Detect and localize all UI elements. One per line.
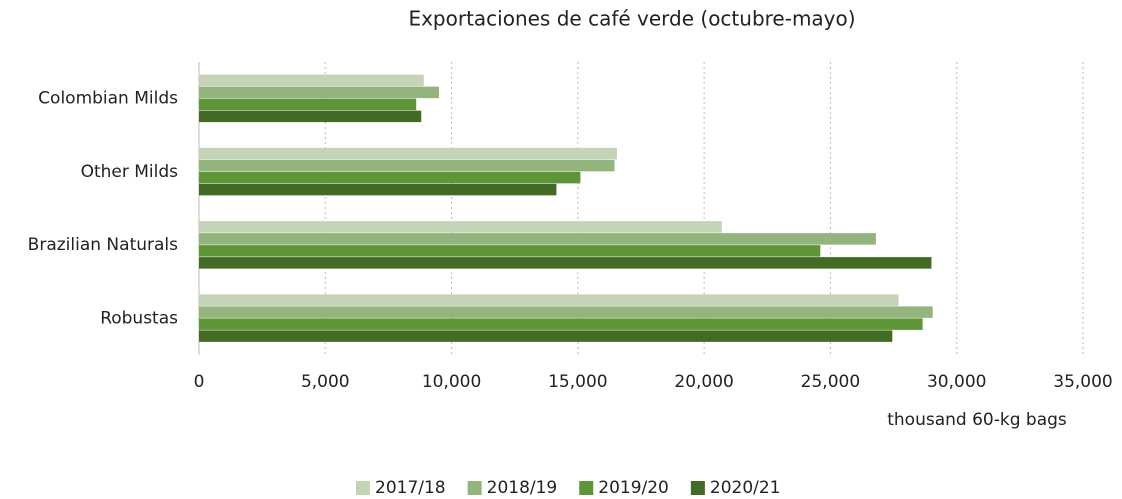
bar bbox=[199, 86, 439, 99]
y-tick-label: Robustas bbox=[100, 308, 178, 328]
legend-swatch bbox=[467, 481, 482, 495]
legend-swatch bbox=[579, 481, 594, 495]
bar bbox=[199, 183, 557, 196]
bar bbox=[199, 159, 615, 172]
x-axis-label: thousand 60-kg bags bbox=[887, 410, 1067, 430]
bar bbox=[199, 245, 821, 257]
x-tick-label: 30,000 bbox=[927, 372, 986, 392]
legend-label: 2017/18 bbox=[375, 478, 446, 498]
legend-swatch bbox=[690, 481, 705, 495]
bar bbox=[199, 221, 722, 233]
bar bbox=[199, 306, 933, 318]
x-tick-label: 35,000 bbox=[1053, 372, 1112, 392]
x-tick-label: 15,000 bbox=[548, 372, 607, 392]
legend-swatch bbox=[356, 481, 370, 495]
bar bbox=[199, 147, 618, 160]
chart-title: Exportaciones de café verde (octubre-may… bbox=[408, 7, 855, 31]
bar bbox=[199, 330, 893, 342]
x-tick-label: 20,000 bbox=[674, 372, 733, 392]
legend-label: 2018/19 bbox=[487, 478, 558, 498]
legend-label: 2019/20 bbox=[598, 478, 669, 498]
y-tick-label: Other Milds bbox=[81, 162, 179, 182]
bar bbox=[199, 171, 581, 184]
x-tick-label: 10,000 bbox=[422, 372, 481, 392]
bar bbox=[199, 233, 876, 245]
x-tick-label: 0 bbox=[194, 372, 205, 392]
x-tick-label: 25,000 bbox=[801, 372, 860, 392]
x-tick-label: 5,000 bbox=[301, 372, 350, 392]
bar bbox=[199, 74, 424, 87]
bar bbox=[199, 98, 417, 111]
y-tick-label: Colombian Milds bbox=[38, 89, 178, 109]
legend-label: 2020/21 bbox=[710, 478, 781, 498]
bar bbox=[199, 110, 422, 123]
bar bbox=[199, 294, 899, 306]
bar bbox=[199, 257, 932, 269]
y-tick-label: Brazilian Naturals bbox=[28, 235, 178, 255]
bar bbox=[199, 318, 923, 330]
